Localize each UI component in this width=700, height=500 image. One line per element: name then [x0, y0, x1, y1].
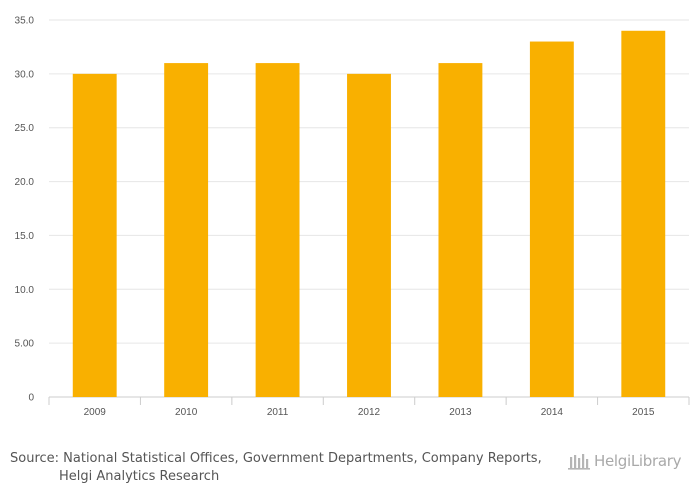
bar-chart: 0 5.00 10.0 15.0 20.0 25.0 30.0 35.0 2009 2010 201…: [15, 16, 690, 418]
helgi-library-logo-icon: [568, 454, 590, 470]
y-tick-label-0: 0: [28, 393, 34, 404]
y-tick-label-25: 25.0: [15, 123, 35, 134]
helgi-library-brand[interactable]: HelgiLibrary: [568, 449, 694, 473]
x-tick-label-2011: 2011: [267, 407, 289, 418]
bar-2011: [255, 63, 300, 397]
bar-2014: [529, 41, 574, 398]
x-tick-label-2015: 2015: [632, 407, 655, 418]
y-tick-label-5: 5.00: [15, 339, 35, 350]
bar-2015: [621, 30, 666, 398]
x-tick-label-2010: 2010: [175, 407, 198, 418]
y-tick-label-30: 30.0: [15, 69, 35, 80]
x-tick-label-2014: 2014: [541, 407, 564, 418]
brand-name: HelgiLibrary: [594, 452, 682, 470]
bar-2010: [164, 63, 209, 397]
x-tick-label-2009: 2009: [84, 407, 107, 418]
source-text-line-2: Helgi Analytics Research: [59, 469, 220, 484]
y-tick-label-10: 10.0: [15, 285, 35, 296]
x-tick-label-2013: 2013: [449, 407, 472, 418]
x-tick-label-2012: 2012: [358, 407, 381, 418]
source-footer: Source: National Statistical Offices, Go…: [10, 450, 550, 486]
bar-2013: [438, 63, 483, 397]
y-tick-label-35: 35.0: [15, 16, 35, 27]
y-tick-label-15: 15.0: [15, 231, 35, 242]
chart-svg: 0 5.00 10.0 15.0 20.0 25.0 30.0 35.0 2009 2010 201…: [15, 16, 690, 418]
bar-2009: [72, 73, 117, 397]
source-text-line-1: Source: National Statistical Offices, Go…: [10, 451, 542, 466]
bar-2012: [347, 73, 391, 397]
y-tick-label-20: 20.0: [15, 177, 35, 188]
